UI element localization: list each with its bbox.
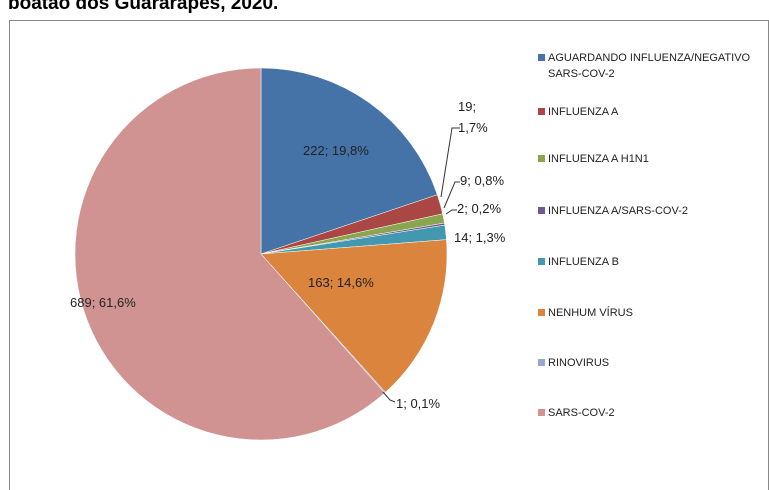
legend-item: INFLUENZA A/SARS-COV-2 xyxy=(538,203,766,219)
legend-swatch xyxy=(538,309,545,316)
data-label: 163; 14,6% xyxy=(308,275,374,290)
legend-label: SARS-COV-2 xyxy=(548,407,615,419)
data-label: 9; 0,8% xyxy=(460,173,505,188)
legend-item: INFLUENZA A H1N1 xyxy=(538,151,766,167)
legend-label: INFLUENZA A/SARS-COV-2 xyxy=(548,205,688,217)
legend-item: INFLUENZA B xyxy=(538,254,766,270)
legend-label: INFLUENZA B xyxy=(548,256,619,268)
data-label: 222; 19,8% xyxy=(303,143,369,158)
data-label: 14; 1,3% xyxy=(454,230,506,245)
legend-swatch xyxy=(538,359,545,366)
leader-line xyxy=(440,127,460,198)
legend-swatch xyxy=(538,258,545,265)
legend-item: RINOVIRUS xyxy=(538,355,766,371)
legend-label: INFLUENZA A H1N1 xyxy=(548,153,649,165)
legend-label: NENHUM VÍRUS xyxy=(548,307,633,319)
data-label: 2; 0,2% xyxy=(457,201,502,216)
legend-swatch xyxy=(538,409,545,416)
legend-item: SARS-COV-2 xyxy=(538,405,766,421)
data-label: 1; 0,1% xyxy=(396,396,441,411)
legend-label: AGUARDANDO INFLUENZA/NEGATIVO SARS-COV-2 xyxy=(548,52,751,80)
pie-slice xyxy=(260,239,448,393)
pie-slice xyxy=(74,67,385,441)
data-label: 19; 1,7% xyxy=(458,99,488,135)
chart-title: boatão dos Guararapes, 2020. xyxy=(8,0,279,14)
leader-line xyxy=(443,181,460,209)
legend-item: NENHUM VÍRUS xyxy=(538,305,766,321)
legend-item: AGUARDANDO INFLUENZA/NEGATIVO SARS-COV-2 xyxy=(538,50,766,82)
leader-line xyxy=(445,209,457,215)
legend-item: INFLUENZA A xyxy=(538,104,766,120)
legend-swatch xyxy=(538,155,545,162)
legend-swatch xyxy=(538,108,545,115)
leader-line xyxy=(382,391,396,403)
legend-swatch xyxy=(538,54,545,61)
legend-label: RINOVIRUS xyxy=(548,357,610,369)
data-label: 689; 61,6% xyxy=(70,295,136,310)
legend-swatch xyxy=(538,207,545,214)
legend-label: INFLUENZA A xyxy=(548,106,619,118)
pie-slice xyxy=(260,67,438,255)
